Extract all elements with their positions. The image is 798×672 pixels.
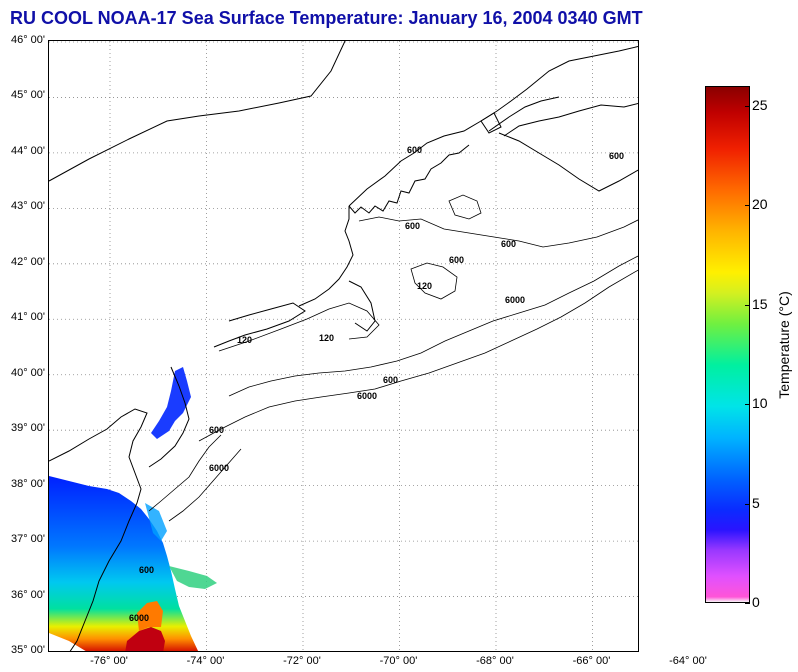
georges-bank-island [480,112,502,134]
colorbar-tick-label: 15 [752,295,768,312]
longitude-label: -72° 00' [283,655,321,667]
colorbar-tick-mark [745,105,750,107]
bathymetry-contours [148,194,638,522]
depth-label: 6000 [357,391,377,401]
colorbar-tick-label: 0 [752,594,760,610]
contour-600-shelf [228,255,638,397]
sst-map: 120 120 600 600 600 600 600 600 600 6000 6000 6000 6… [49,41,638,651]
colorbar-tick-mark [745,404,750,406]
longitude-label: -74° 00' [186,655,225,667]
map-title: RU COOL NOAA-17 Sea Surface Temperature:… [10,8,643,28]
nova-scotia-north [503,102,638,137]
cape-cod [348,280,376,332]
massachusetts-coast [298,206,354,307]
sst-warm-core [125,627,165,651]
latitude-label: 41° 00' [10,311,45,324]
colorbar-tick-mark [745,503,750,505]
contour-600-gulf [358,216,638,248]
latitude-label: 44° 00' [10,144,45,157]
depth-label: 600 [407,145,422,155]
sst-patch-offshore [145,503,167,541]
nj-coast [148,366,190,468]
colorbar-tick-label: 10 [752,395,768,412]
map-panel: 120 120 600 600 600 600 600 600 600 6000 6000 6000 6… [48,40,639,652]
sst-shelf-patch [49,476,199,651]
depth-label: 600 [209,425,224,435]
depth-label: 120 [319,333,334,343]
chesapeake-coast [49,408,148,651]
sst-patch-green [169,566,217,589]
us-east-coastline [49,41,346,182]
contour-600-south [148,434,222,512]
sst-patch-delaware [151,367,191,439]
fundy-bay [488,96,560,132]
colorbar-tick-label: 20 [752,196,768,213]
depth-label: 600 [139,565,154,575]
depth-label: 120 [417,281,432,291]
latitude-label: 40° 00' [10,366,45,379]
depth-label: 600 [449,255,464,265]
contour-6000-south [168,448,242,522]
contour-georges [410,262,458,300]
sst-warm-edge [137,601,163,631]
contour-6000 [198,269,638,442]
temperature-colorbar [705,86,750,603]
depth-label: 600 [501,239,516,249]
new-england-coast [348,45,638,207]
contour-browns [448,194,482,220]
longitude-label: -70° 00' [379,655,418,667]
colorbar-tick-label: 5 [752,494,760,511]
latitude-label: 46° 00' [10,34,45,46]
depth-label: 600 [383,375,398,385]
colorbar-tick-mark [745,205,750,207]
depth-label: 120 [237,335,252,345]
latitude-label: 42° 00' [10,255,45,268]
colorbar-tick-mark [745,304,750,306]
coastlines [49,41,638,651]
depth-label: 600 [609,151,624,161]
colorbar-tick-label: 25 [752,96,768,113]
latitude-label: 38° 00' [10,477,45,490]
latitude-label: 36° 00' [10,588,45,601]
contour-120 [218,302,380,352]
latitude-label: 39° 00' [10,422,45,435]
long-island-coast [213,302,306,348]
depth-label: 600 [405,221,420,231]
longitude-label: -64° 00' [669,655,707,667]
longitude-label: -68° 00' [476,655,514,667]
colorbar-tick-mark [745,603,750,604]
latitude-label: 37° 00' [10,533,45,546]
depth-label: 6000 [505,295,525,305]
colorbar-label: Temperature (°C) [776,291,792,399]
map-grid [49,41,638,651]
longitude-label: -66° 00' [572,655,611,667]
nova-scotia [498,132,638,192]
maine-coast-detail [348,144,470,214]
depth-label: 6000 [129,613,149,623]
depth-label: 6000 [209,463,229,473]
latitude-label: 45° 00' [10,89,45,102]
sst-data-field [49,367,217,651]
latitude-label: 43° 00' [10,200,45,213]
latitude-label: 35° 00' [10,644,45,656]
longitude-label: -76° 00' [90,655,128,667]
depth-contour-labels: 120 120 600 600 600 600 600 600 600 6000 6000 6000 6… [129,145,624,623]
